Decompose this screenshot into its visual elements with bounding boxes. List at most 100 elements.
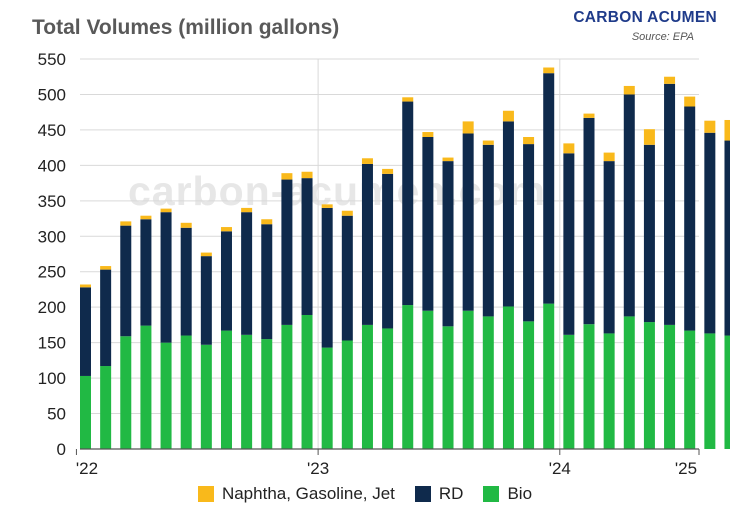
- bar-bio: [180, 335, 192, 449]
- y-tick-label: 150: [38, 334, 66, 353]
- bar-naphtha: [100, 266, 112, 270]
- bar-rd: [301, 178, 313, 315]
- bar-bio: [563, 334, 575, 449]
- legend-item-naphtha: Naphtha, Gasoline, Jet: [197, 484, 395, 504]
- watermark: carbon-acumen.com: [128, 168, 546, 214]
- bar-rd: [341, 215, 353, 341]
- bar-naphtha: [120, 221, 132, 226]
- bar-bio: [482, 316, 494, 449]
- x-tick-label: '23: [307, 459, 329, 478]
- bar-rd: [543, 73, 555, 304]
- y-tick-label: 300: [38, 227, 66, 246]
- bar-rd: [482, 144, 494, 317]
- legend-item-bio: Bio: [483, 484, 532, 504]
- bar-naphtha: [643, 129, 655, 145]
- bar-rd: [100, 269, 112, 367]
- bar-naphtha: [361, 158, 373, 164]
- bar-rd: [241, 212, 253, 335]
- bar-rd: [281, 179, 293, 325]
- bar-bio: [100, 366, 112, 449]
- bar-naphtha: [543, 67, 555, 74]
- bar-bio: [684, 330, 696, 449]
- bar-rd: [442, 161, 454, 327]
- y-tick-label: 350: [38, 192, 66, 211]
- bar-rd: [160, 212, 172, 343]
- bar-bio: [422, 310, 434, 449]
- bar-bio: [462, 310, 474, 449]
- bar-rd: [664, 83, 676, 325]
- bar-rd: [502, 121, 514, 307]
- legend-swatch-rd: [414, 486, 431, 502]
- bar-bio: [664, 324, 676, 449]
- legend-swatch-bio: [483, 486, 500, 502]
- bar-bio: [543, 303, 555, 449]
- bar-rd: [80, 287, 91, 376]
- bar-bio: [241, 334, 253, 449]
- bar-bio: [341, 340, 353, 449]
- y-tick-label: 450: [38, 121, 66, 140]
- bar-naphtha: [563, 143, 575, 154]
- bar-naphtha: [603, 152, 615, 162]
- bar-naphtha: [241, 207, 253, 213]
- bar-bio: [261, 339, 273, 449]
- brand-logo: CARBON ACUMEN: [573, 9, 717, 26]
- bar-rd: [704, 132, 716, 334]
- bar-rd: [583, 117, 595, 325]
- bar-naphtha: [301, 171, 313, 179]
- bar-naphtha: [442, 157, 454, 162]
- bar-naphtha: [623, 85, 635, 95]
- bar-bio: [382, 328, 394, 449]
- bar-naphtha: [261, 219, 273, 225]
- bar-rd: [402, 101, 414, 306]
- bar-rd: [563, 153, 575, 335]
- bar-naphtha: [382, 168, 394, 174]
- bar-naphtha: [341, 210, 353, 216]
- bar-naphtha: [160, 208, 172, 213]
- legend-item-rd: RD: [414, 484, 464, 504]
- source-label: Source: EPA: [631, 31, 694, 43]
- bar-rd: [422, 137, 434, 311]
- y-tick-label: 500: [38, 85, 66, 104]
- bar-naphtha: [583, 113, 595, 118]
- bar-naphtha: [704, 120, 716, 133]
- bar-rd: [603, 161, 615, 334]
- y-tick-label: 100: [38, 369, 66, 388]
- bar-bio: [442, 326, 454, 449]
- bar-naphtha: [321, 204, 333, 208]
- bar-rd: [120, 225, 132, 337]
- bar-naphtha: [462, 121, 474, 134]
- x-tick-label: '22: [76, 459, 98, 478]
- bar-naphtha: [724, 119, 730, 141]
- bar-rd: [140, 219, 152, 326]
- legend-label-rd: RD: [438, 484, 464, 503]
- bar-rd: [220, 231, 232, 331]
- bar-bio: [724, 335, 730, 449]
- x-tick-label: '24: [549, 459, 571, 478]
- y-tick-label: 550: [38, 50, 66, 69]
- bar-naphtha: [180, 222, 192, 228]
- bar-naphtha: [281, 173, 293, 180]
- bar-naphtha: [140, 215, 152, 220]
- bar-naphtha: [80, 284, 91, 288]
- bar-bio: [603, 333, 615, 449]
- bar-bio: [502, 306, 514, 449]
- legend-label-bio: Bio: [507, 484, 533, 503]
- bar-naphtha: [200, 252, 212, 257]
- bar-naphtha: [664, 76, 676, 84]
- chart-title: Total Volumes (million gallons): [32, 16, 340, 39]
- y-tick-label: 0: [57, 440, 66, 459]
- stacked-bar-chart: 0 50 100 150 200 250 300 350 400 450 500 550 '22 '23 '…: [38, 50, 730, 478]
- bar-bio: [120, 336, 132, 449]
- bar-rd: [180, 227, 192, 336]
- bar-bio: [361, 324, 373, 449]
- bar-naphtha: [502, 110, 514, 122]
- bar-rd: [623, 94, 635, 317]
- bar-bio: [160, 342, 172, 449]
- legend-label-naphtha: Naphtha, Gasoline, Jet: [221, 484, 395, 503]
- bar-naphtha: [684, 96, 696, 107]
- bar-bio: [321, 347, 333, 449]
- bar-bio: [80, 375, 91, 449]
- bar-rd: [724, 140, 730, 336]
- bar-rd: [361, 163, 373, 325]
- y-tick-label: 200: [38, 298, 66, 317]
